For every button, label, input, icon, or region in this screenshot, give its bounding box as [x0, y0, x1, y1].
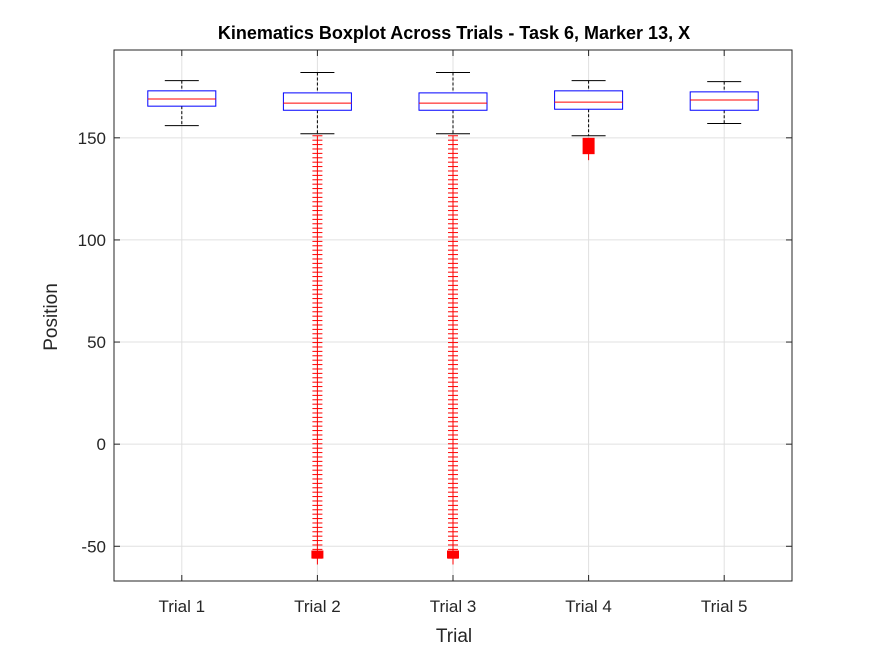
box-group	[282, 71, 352, 565]
iqr-box	[282, 92, 352, 111]
x-axis-label: Trial	[436, 626, 472, 647]
box-group	[418, 71, 488, 565]
iqr-box	[418, 92, 488, 111]
boxes	[147, 71, 759, 565]
box-group	[147, 80, 217, 127]
iqr-box	[689, 91, 759, 111]
ticks: -50 0 50 100 150 Trial 1 Trial 2 Trial 3 Trial 4…	[78, 50, 792, 616]
outlier-cluster	[311, 550, 324, 559]
x-tick-label: Trial 2	[294, 597, 341, 616]
y-tick-label: -50	[81, 537, 106, 556]
x-tick-label: Trial 5	[701, 597, 748, 616]
chart-title: Kinematics Boxplot Across Trials - Task …	[218, 23, 690, 43]
x-tick-label: Trial 3	[430, 597, 477, 616]
box-group	[554, 80, 624, 161]
y-axis-label: Position	[41, 283, 62, 351]
y-tick-label: 150	[78, 129, 106, 148]
y-tick-label: 50	[87, 333, 106, 352]
outlier-cluster	[447, 550, 459, 559]
y-tick-label: 100	[78, 231, 106, 250]
outlier-cluster	[582, 137, 595, 155]
iqr-box	[554, 90, 624, 110]
x-tick-label: Trial 1	[158, 597, 205, 616]
y-tick-label: 0	[97, 435, 106, 454]
x-tick-label: Trial 4	[565, 597, 612, 616]
box-group	[689, 81, 759, 125]
iqr-box	[147, 90, 217, 107]
